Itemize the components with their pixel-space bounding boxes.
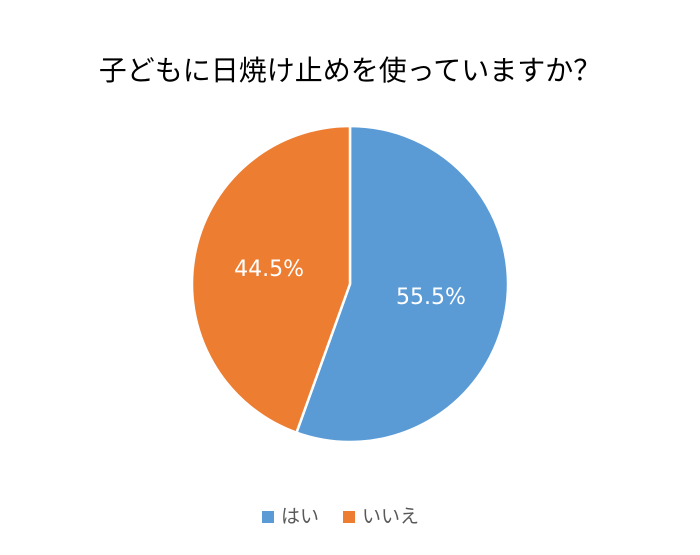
legend-label: はい xyxy=(281,506,319,528)
chart-title: 子どもに日焼け止めを使っていますか？ xyxy=(99,54,602,87)
value-label: 55.5% xyxy=(396,285,466,310)
legend-swatch xyxy=(262,511,274,523)
legend-label: いいえ xyxy=(362,506,419,528)
pie-slice xyxy=(294,124,510,444)
legend-swatch xyxy=(343,511,356,523)
value-label: 44.5% xyxy=(234,257,304,282)
pie-slice xyxy=(190,124,352,435)
